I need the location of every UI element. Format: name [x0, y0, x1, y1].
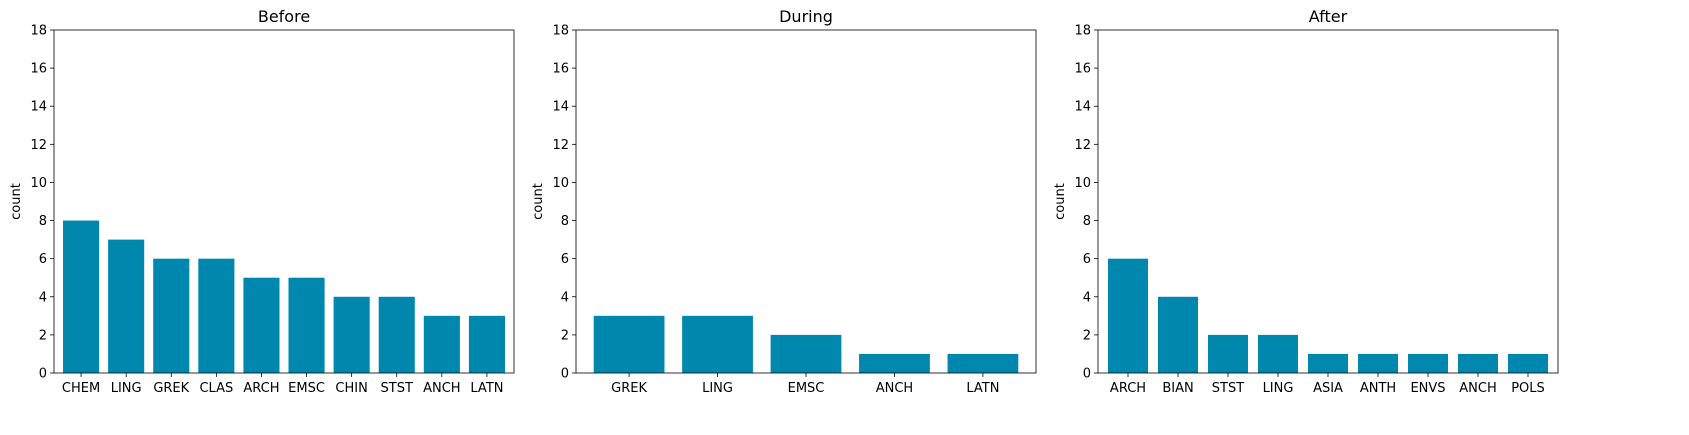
x-tick-label: STST [381, 381, 413, 396]
x-tick-label: ENVS [1410, 381, 1445, 396]
bar-clas [198, 258, 235, 373]
bar-arch [1108, 258, 1148, 373]
x-tick-label: ARCH [243, 381, 279, 396]
y-tick-label: 4 [561, 290, 569, 305]
bar-emsc [770, 334, 842, 373]
y-tick-label: 8 [39, 214, 47, 229]
y-tick-label: 14 [552, 100, 569, 115]
y-tick-label: 8 [1083, 214, 1091, 229]
x-tick-label: CLAS [199, 381, 233, 396]
chart-panel-0: CHEM LING GREK CLAS ARCH EMSC CHIN STST ANCH LATN… [9, 7, 515, 396]
chart-panel-2: ARCH BIAN STST LING ASIA ANTH ENVS ANCH POLS 0 2 4 6… [1053, 7, 1559, 396]
x-tick-label: LATN [966, 381, 999, 396]
x-tick-label: CHEM [62, 381, 100, 396]
bar-grek [593, 315, 665, 373]
bar-arch [243, 277, 280, 373]
bar-chem [63, 220, 100, 373]
bar-anch [423, 315, 460, 373]
y-tick-label: 0 [1083, 367, 1091, 382]
x-tick-label: LING [111, 381, 142, 396]
y-axis-label: count [9, 183, 24, 220]
y-tick-label: 16 [1074, 62, 1091, 77]
y-tick-label: 18 [30, 24, 47, 39]
bar-pols [1508, 353, 1548, 373]
bar-stst [1208, 334, 1248, 373]
y-tick-label: 10 [552, 176, 569, 191]
x-tick-label: ANTH [1360, 381, 1396, 396]
chart-title: After [1309, 7, 1348, 26]
y-tick-label: 10 [1074, 176, 1091, 191]
y-tick-label: 2 [561, 328, 569, 343]
y-tick-label: 8 [561, 214, 569, 229]
y-tick-label: 18 [1074, 24, 1091, 39]
bar-chin [333, 296, 370, 373]
x-tick-label: ARCH [1110, 381, 1146, 396]
x-tick-label: ANCH [876, 381, 913, 396]
y-tick-label: 12 [1074, 138, 1091, 153]
y-tick-label: 2 [1083, 328, 1091, 343]
bar-envs [1408, 353, 1448, 373]
axes-frame [1097, 29, 1559, 374]
bar-ling [108, 239, 145, 373]
bar-anth [1358, 353, 1398, 373]
y-tick-label: 10 [30, 176, 47, 191]
y-tick-label: 12 [552, 138, 569, 153]
bar-grek [153, 258, 190, 373]
y-tick-label: 2 [39, 328, 47, 343]
y-tick-label: 0 [561, 367, 569, 382]
chart-panel-1: GREK LING EMSC ANCH LATN 0 2 4 6 8 10 12 14 16 18 count… [531, 7, 1037, 396]
y-tick-label: 6 [1083, 252, 1091, 267]
y-tick-label: 16 [30, 62, 47, 77]
y-tick-label: 6 [39, 252, 47, 267]
x-tick-label: EMSC [788, 381, 825, 396]
x-tick-label: LING [702, 381, 733, 396]
x-tick-label: ANCH [423, 381, 460, 396]
bar-anch [1458, 353, 1498, 373]
y-axis-label: count [531, 183, 546, 220]
chart-title: During [779, 7, 833, 26]
x-tick-label: EMSC [288, 381, 325, 396]
x-tick-label: GREK [153, 381, 189, 396]
bar-asia [1308, 353, 1348, 373]
bar-anch [859, 353, 930, 373]
axes-frame [575, 29, 1037, 374]
x-tick-label: LING [1263, 381, 1294, 396]
bar-latn [468, 315, 505, 373]
y-tick-label: 14 [30, 100, 47, 115]
bar-stst [378, 296, 415, 373]
chart-title: Before [258, 7, 310, 26]
y-axis-label: count [1053, 183, 1068, 220]
bar-bian [1158, 296, 1198, 373]
x-tick-label: ASIA [1313, 381, 1343, 396]
y-tick-label: 6 [561, 252, 569, 267]
axes-frame [53, 29, 515, 374]
y-tick-label: 14 [1074, 100, 1091, 115]
bar-ling [1258, 334, 1298, 373]
bar-emsc [288, 277, 325, 373]
y-tick-label: 16 [552, 62, 569, 77]
x-tick-label: GREK [611, 381, 647, 396]
y-tick-label: 0 [39, 367, 47, 382]
bar-ling [682, 315, 753, 373]
bar-latn [947, 353, 1019, 373]
y-tick-label: 12 [30, 138, 47, 153]
x-tick-label: CHIN [335, 381, 367, 396]
y-tick-label: 18 [552, 24, 569, 39]
x-tick-label: ANCH [1459, 381, 1496, 396]
y-tick-label: 4 [39, 290, 47, 305]
x-tick-label: BIAN [1162, 381, 1193, 396]
y-tick-label: 4 [1083, 290, 1091, 305]
x-tick-label: POLS [1511, 381, 1545, 396]
x-tick-label: STST [1212, 381, 1244, 396]
x-tick-label: LATN [470, 381, 503, 396]
